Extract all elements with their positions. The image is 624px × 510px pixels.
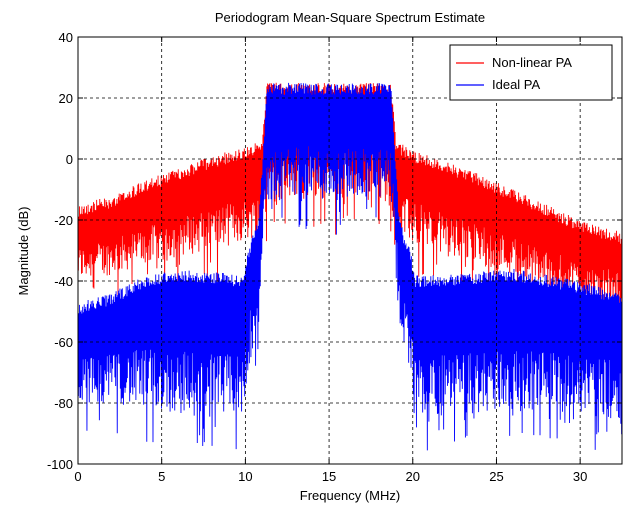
grid-layer: [78, 37, 622, 464]
axes-layer: [77, 36, 623, 465]
y-tick-label: -40: [54, 274, 73, 289]
x-tick-label: 15: [322, 469, 336, 484]
x-tick-label: 25: [489, 469, 503, 484]
y-tick-label: 40: [59, 30, 73, 45]
legend-label-nonlinear: Non-linear PA: [492, 55, 572, 70]
y-tick-label: -100: [47, 457, 73, 472]
x-axis-label: Frequency (MHz): [300, 488, 400, 503]
tick-labels: 0 5 10 15 20 25 30 -100 -80 -60 -40 -20 0 20 40: [47, 30, 622, 484]
legend-box: [449, 44, 613, 101]
legend: Non-linear PA Ideal PA: [449, 44, 613, 101]
chart-title: Periodogram Mean-Square Spectrum Estimat…: [215, 10, 485, 25]
legend-label-ideal: Ideal PA: [492, 77, 541, 92]
y-tick-label: -80: [54, 396, 73, 411]
y-tick-label: -20: [54, 213, 73, 228]
x-tick-label: 20: [406, 469, 420, 484]
series-line-ideal-pa: [77, 82, 623, 451]
x-tick-label: 30: [573, 469, 587, 484]
axes-box: [77, 36, 623, 465]
y-tick-label: 0: [66, 152, 73, 167]
x-tick-label: 10: [238, 469, 252, 484]
y-tick-label: 20: [59, 91, 73, 106]
x-tick-label: 0: [74, 469, 81, 484]
x-tick-label: 5: [158, 469, 165, 484]
y-axis-label: Magnitude (dB): [16, 207, 31, 296]
series-layer: [77, 82, 623, 451]
y-tick-label: -60: [54, 335, 73, 350]
